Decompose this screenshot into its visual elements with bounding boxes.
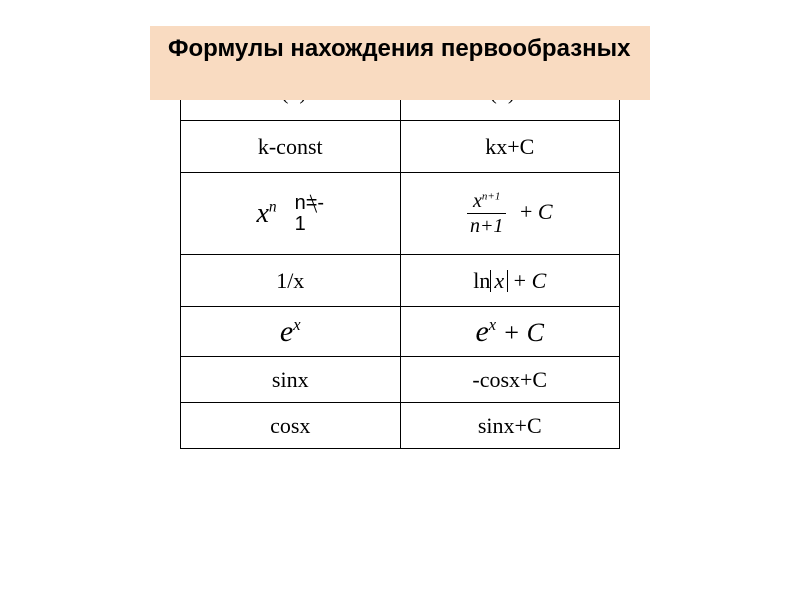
xn-condition: n=-1 <box>295 193 324 235</box>
xn-exp: n <box>269 198 277 215</box>
cell-sin-right: -cosx+C <box>400 357 620 403</box>
cell-1x-right: lnx + C <box>400 255 620 307</box>
cell-ex-right: ex + C <box>400 307 620 357</box>
cell-1x-left: 1/x <box>181 255 401 307</box>
cell-sin-left: sinx <box>181 357 401 403</box>
cell-cos-left: cosx <box>181 403 401 449</box>
cell-ex-left: ex <box>181 307 401 357</box>
cell-kconst-right: kx+C <box>400 121 620 173</box>
table-row: 1/x lnx + C <box>181 255 620 307</box>
table-row: sinx -cosx+C <box>181 357 620 403</box>
page-title: Формулы нахождения первообразных <box>168 35 630 62</box>
xn-base: x <box>256 198 268 229</box>
table-row: k-const kx+C <box>181 121 620 173</box>
title-banner: Формулы нахождения первообразных <box>150 26 650 100</box>
ln-label: ln <box>473 268 490 293</box>
formula-table-container: f(x) F(x)+C k-const kx+C xn n=-1 <box>180 62 620 449</box>
table-row: xn n=-1 xn+1 n+1 ++C C <box>181 173 620 255</box>
fraction-icon: xn+1 n+1 <box>467 191 507 236</box>
table-row: ex ex + C <box>181 307 620 357</box>
formula-table: f(x) F(x)+C k-const kx+C xn n=-1 <box>180 62 620 449</box>
table-row: cosx sinx+C <box>181 403 620 449</box>
abs-x: x <box>490 268 508 294</box>
cell-xn-left: xn n=-1 <box>181 173 401 255</box>
cell-cos-right: sinx+C <box>400 403 620 449</box>
cell-xn-right: xn+1 n+1 ++C C <box>400 173 620 255</box>
cell-kconst-left: k-const <box>181 121 401 173</box>
